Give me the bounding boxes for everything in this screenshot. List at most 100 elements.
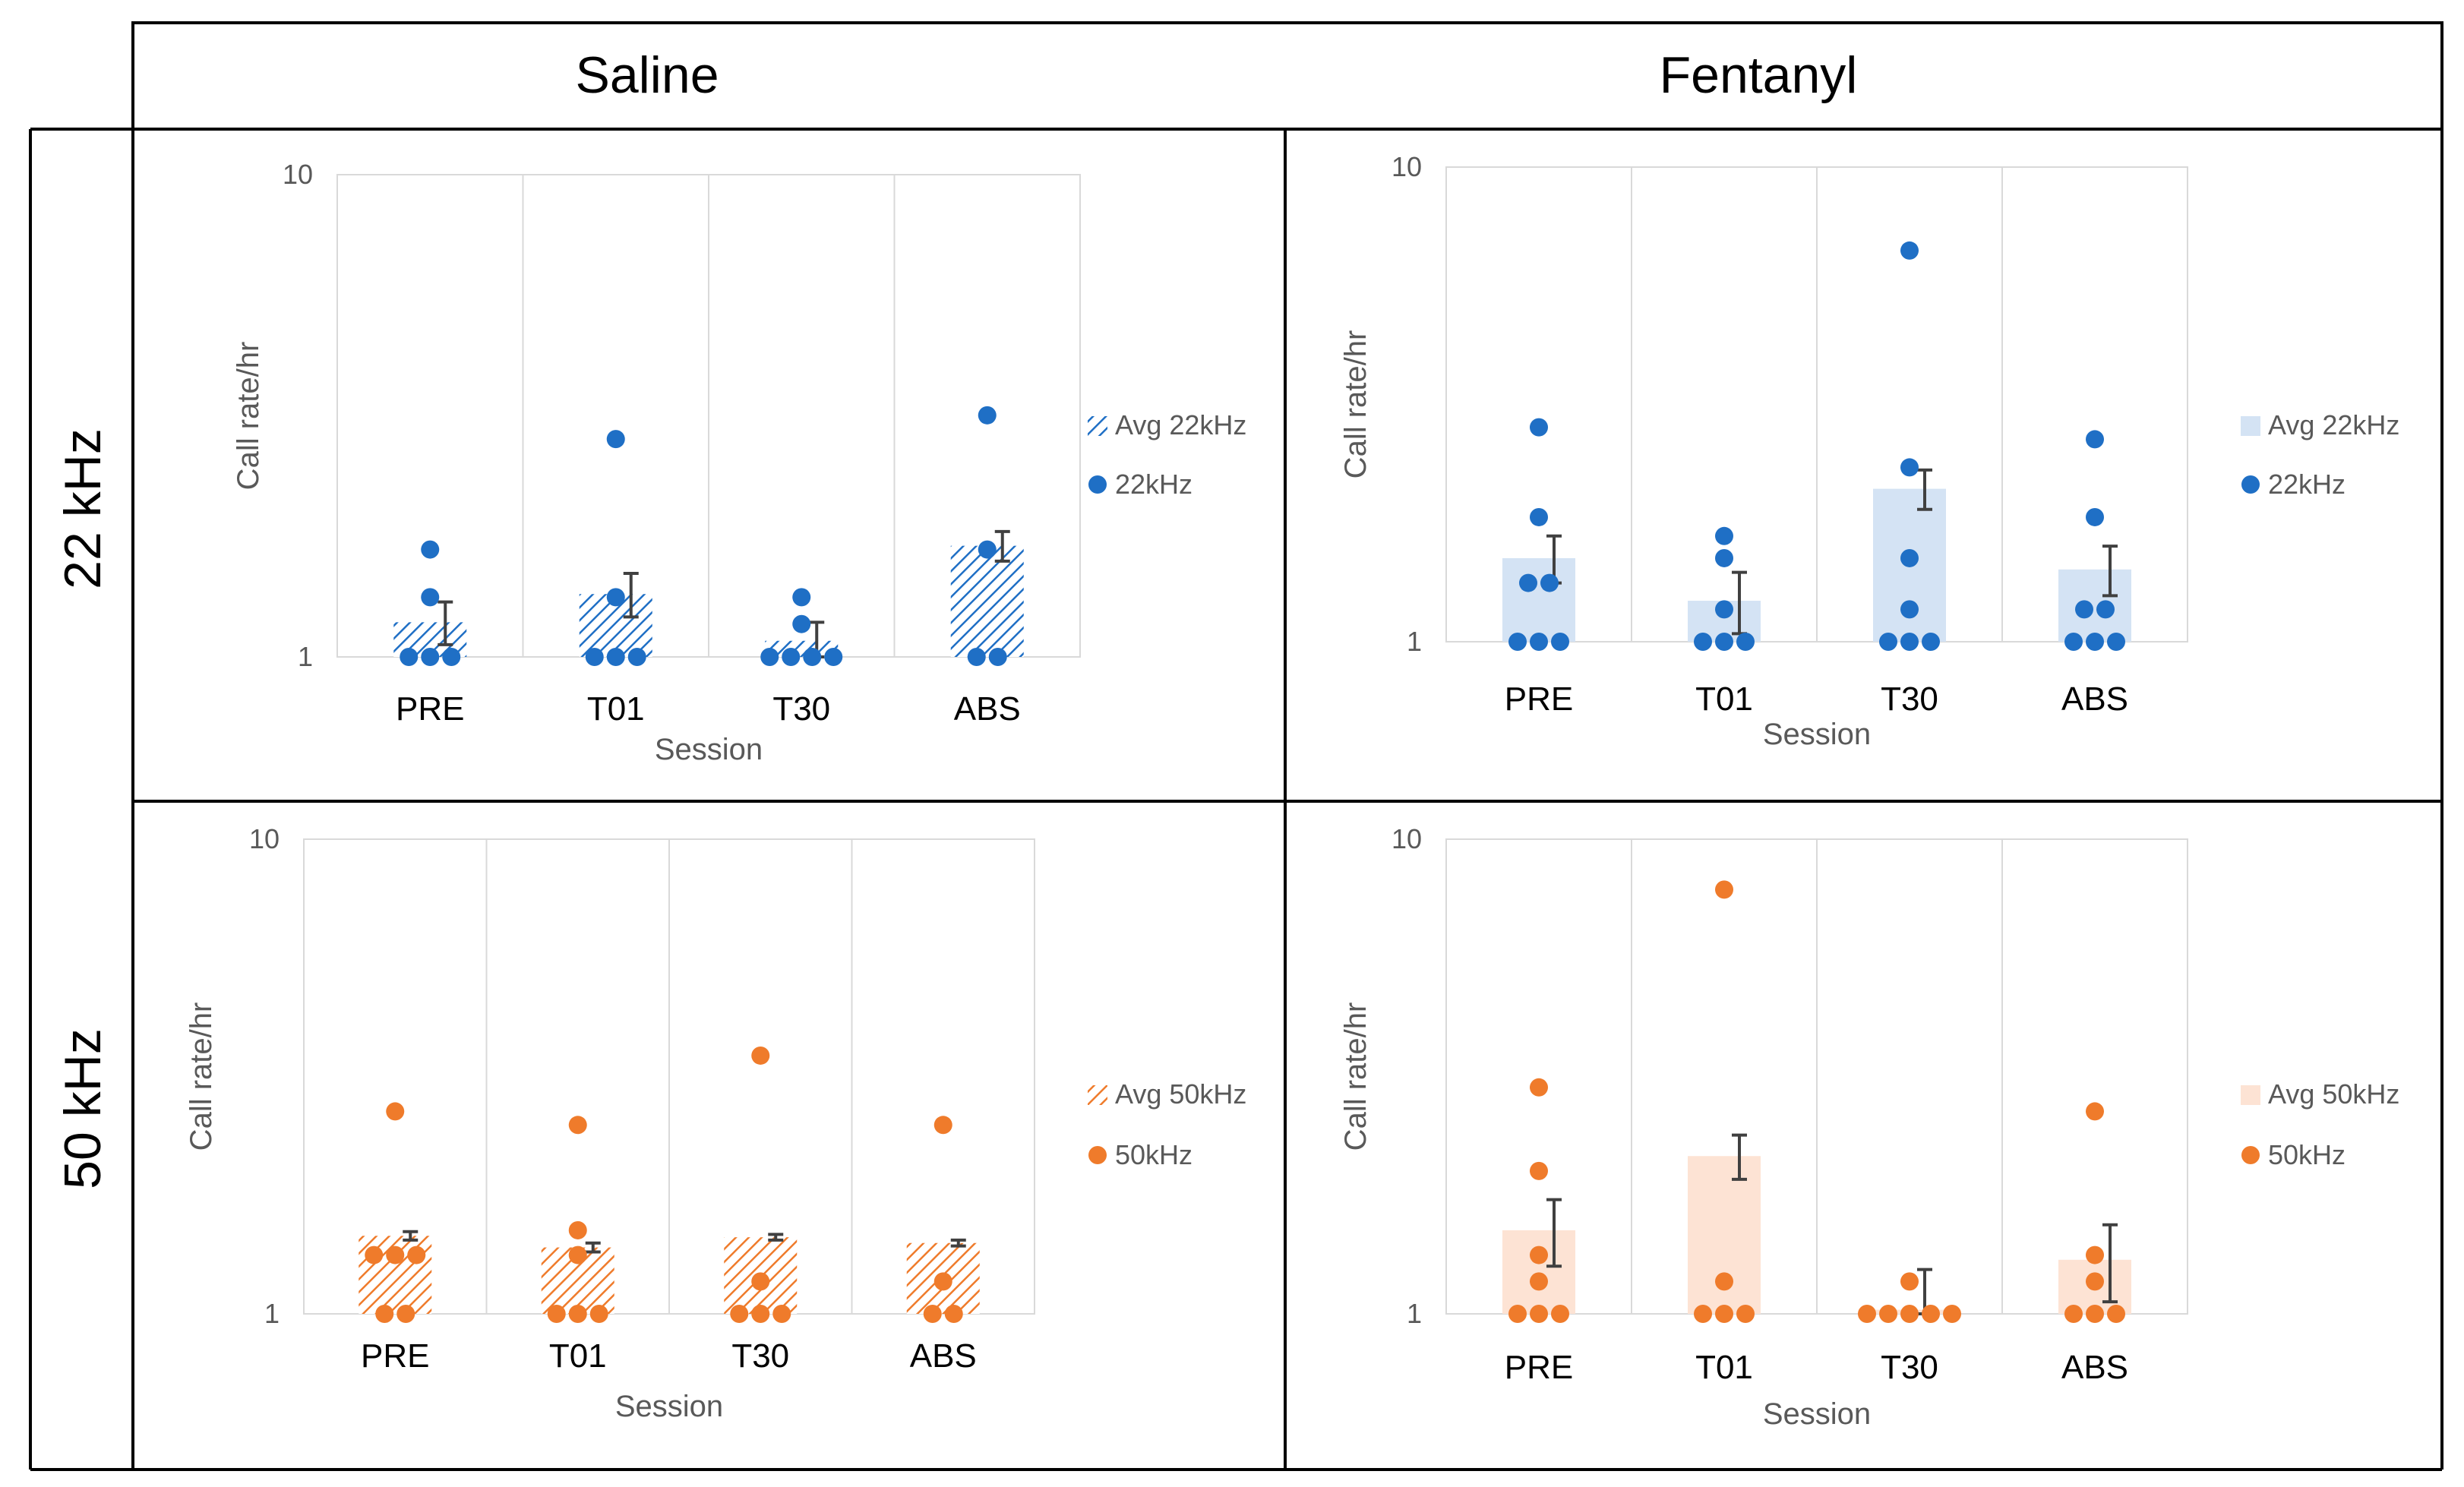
data-point bbox=[1540, 573, 1559, 592]
y-tick-label: 1 bbox=[1407, 1298, 1422, 1329]
data-point bbox=[2064, 633, 2083, 651]
error-bar bbox=[585, 1241, 601, 1254]
data-point bbox=[400, 648, 419, 666]
legend-label-avg: Avg 50kHz bbox=[2268, 1078, 2399, 1110]
category-label: PRE bbox=[1505, 680, 1573, 718]
data-point bbox=[547, 1305, 566, 1323]
category-label: ABS bbox=[910, 1337, 977, 1375]
data-point bbox=[1694, 1305, 1712, 1323]
data-point bbox=[730, 1305, 749, 1323]
column-header-fentanyl: Fentanyl bbox=[1660, 46, 1858, 104]
y-tick-label: 10 bbox=[1392, 823, 1422, 854]
y-tick-label: 1 bbox=[1407, 626, 1422, 657]
error-bar bbox=[438, 600, 453, 646]
legend-point-swatch bbox=[1088, 475, 1107, 494]
data-point bbox=[2107, 633, 2125, 651]
data-point bbox=[1715, 1272, 1733, 1291]
data-point bbox=[1900, 548, 1919, 567]
legend-label-points: 50kHz bbox=[2268, 1139, 2346, 1170]
legend-point-swatch bbox=[1088, 1146, 1107, 1164]
data-point bbox=[1900, 1272, 1919, 1291]
data-point bbox=[606, 430, 625, 449]
data-point bbox=[2096, 600, 2115, 619]
data-point bbox=[568, 1116, 587, 1135]
data-point bbox=[1530, 1161, 1548, 1180]
error-bar bbox=[950, 1238, 966, 1248]
data-point bbox=[2086, 430, 2104, 449]
data-point bbox=[2086, 1245, 2104, 1264]
data-point bbox=[1900, 241, 1919, 260]
category-label: PRE bbox=[361, 1337, 429, 1375]
row-header-50khz: 50 kHz bbox=[54, 1028, 112, 1189]
category-label: PRE bbox=[1505, 1349, 1573, 1386]
data-point bbox=[772, 1305, 791, 1323]
data-point bbox=[1736, 633, 1755, 651]
data-point bbox=[751, 1272, 770, 1291]
data-point bbox=[2086, 633, 2104, 651]
x-axis-title: Session bbox=[615, 1390, 723, 1423]
category-label: T01 bbox=[1695, 680, 1753, 718]
data-point bbox=[407, 1245, 426, 1264]
data-point bbox=[627, 648, 646, 666]
avg-bar bbox=[950, 545, 1024, 657]
legend-bar-swatch bbox=[1088, 1085, 1107, 1105]
category-label: T30 bbox=[731, 1337, 789, 1375]
legend-label-avg: Avg 22kHz bbox=[1115, 409, 1246, 440]
data-point bbox=[944, 1305, 963, 1323]
legend-label-avg: Avg 22kHz bbox=[2268, 409, 2399, 440]
data-point bbox=[2086, 1102, 2104, 1121]
data-point bbox=[933, 1272, 952, 1291]
x-axis-title: Session bbox=[655, 733, 763, 766]
data-point bbox=[1879, 633, 1897, 651]
y-tick-label: 10 bbox=[249, 823, 280, 854]
error-bar bbox=[1917, 468, 1932, 511]
data-point bbox=[2086, 1305, 2104, 1323]
data-point bbox=[978, 406, 997, 425]
error-bar bbox=[2102, 1223, 2118, 1304]
x-axis-title: Session bbox=[1763, 718, 1871, 751]
y-axis-title: Call rate/hr bbox=[185, 1002, 218, 1151]
data-point bbox=[1715, 526, 1733, 545]
data-point bbox=[923, 1305, 942, 1323]
y-axis-title: Call rate/hr bbox=[232, 342, 265, 491]
category-label: T01 bbox=[549, 1337, 607, 1375]
category-label: T01 bbox=[1695, 1349, 1753, 1386]
data-point bbox=[1530, 1245, 1548, 1264]
y-tick-label: 1 bbox=[298, 641, 313, 672]
legend-label-points: 50kHz bbox=[1115, 1139, 1193, 1170]
table-frame bbox=[29, 21, 2443, 1471]
data-point bbox=[824, 648, 843, 666]
data-point bbox=[442, 648, 461, 666]
data-point bbox=[568, 1220, 587, 1239]
category-label: ABS bbox=[2061, 680, 2128, 718]
data-point bbox=[760, 648, 779, 666]
category-label: T01 bbox=[587, 690, 645, 728]
data-point bbox=[792, 588, 811, 607]
legend-label-points: 22kHz bbox=[2268, 469, 2346, 500]
category-label: T30 bbox=[1881, 1349, 1938, 1386]
data-point bbox=[386, 1245, 405, 1264]
data-point bbox=[589, 1305, 608, 1323]
error-bar bbox=[1546, 1198, 1562, 1268]
column-header-saline: Saline bbox=[575, 46, 719, 104]
data-point bbox=[1900, 600, 1919, 619]
data-point bbox=[2075, 600, 2093, 619]
y-tick-label: 10 bbox=[283, 159, 313, 190]
chart-saline-22khz: 1 10 PRE T01 T30 ABS Session Call rate/hr Avg 22… bbox=[232, 159, 1246, 766]
legend-point-swatch bbox=[2241, 1146, 2260, 1164]
data-point bbox=[421, 648, 440, 666]
error-bar bbox=[623, 572, 639, 619]
data-point bbox=[1879, 1305, 1897, 1323]
data-point bbox=[421, 540, 440, 559]
legend-label-avg: Avg 50kHz bbox=[1115, 1078, 1246, 1110]
y-axis-title: Call rate/hr bbox=[1339, 330, 1373, 479]
data-point bbox=[568, 1305, 587, 1323]
data-point bbox=[1530, 418, 1548, 437]
data-point bbox=[1551, 1305, 1569, 1323]
data-point bbox=[1551, 633, 1569, 651]
category-label: ABS bbox=[954, 690, 1021, 728]
category-label: ABS bbox=[2061, 1349, 2128, 1386]
category-label: T30 bbox=[1881, 680, 1938, 718]
